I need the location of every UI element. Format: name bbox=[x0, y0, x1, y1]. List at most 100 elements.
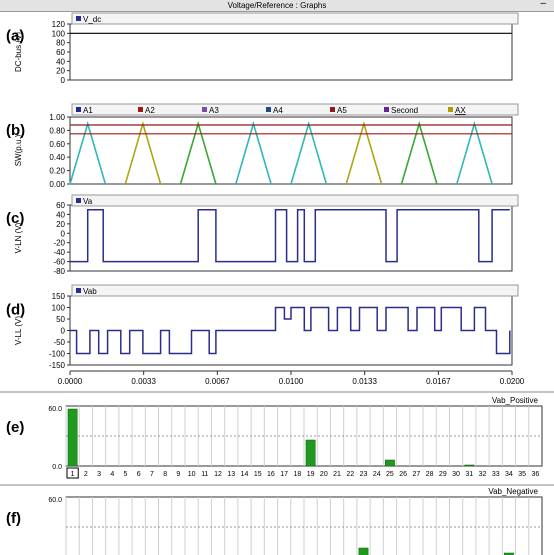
carrier-triangle bbox=[69, 120, 107, 185]
panel-b-y-tick-label: 0.60 bbox=[49, 140, 65, 149]
panel-e-bar bbox=[385, 459, 395, 467]
panel-d-y-tick-label: 100 bbox=[52, 304, 66, 313]
legend-entry: A3 bbox=[209, 106, 219, 115]
panel-e-category-label: 34 bbox=[505, 471, 513, 478]
panel-e-bar bbox=[305, 439, 316, 467]
legend-entry: Vab bbox=[83, 287, 97, 296]
panel-c-y-tick-label: -80 bbox=[53, 267, 65, 276]
panel-e-category-label: 27 bbox=[412, 471, 420, 478]
panel-e-bar bbox=[67, 408, 78, 467]
panel-a-y-tick-label: 100 bbox=[52, 29, 66, 38]
panel-b-y-label: SW(p.u.) bbox=[14, 134, 23, 166]
window-title-bar: Voltage/Reference : Graphs – bbox=[0, 0, 554, 12]
panel-f-y-tick-label: 60.0 bbox=[48, 497, 62, 504]
legend-swatch bbox=[76, 16, 81, 21]
legend-box bbox=[71, 12, 519, 25]
panel-b-y-tick-label: 0.00 bbox=[49, 180, 65, 189]
time-axis-tick-label: 0.0167 bbox=[426, 377, 451, 386]
panel-e-category-label: 12 bbox=[214, 471, 222, 478]
panel-d-y-tick-label: -100 bbox=[49, 350, 66, 359]
panel-e-category-label: 22 bbox=[346, 471, 354, 478]
time-axis-tick-label: 0.0133 bbox=[352, 377, 377, 386]
panel-c-label: (c) bbox=[6, 210, 24, 227]
panel-e-category-label: 17 bbox=[280, 471, 288, 478]
legend-box bbox=[71, 103, 519, 116]
panel-d-y-tick-label: 0 bbox=[61, 327, 66, 336]
series-vab-line bbox=[70, 306, 511, 355]
minimize-icon[interactable]: – bbox=[540, 0, 546, 9]
panel-f-title: Vab_Negative bbox=[488, 487, 538, 496]
panel-a-label: (a) bbox=[6, 27, 24, 44]
panel-a-y-tick-label: 0 bbox=[61, 76, 66, 85]
legend-entry: V_dc bbox=[83, 15, 101, 24]
panel-d-label: (d) bbox=[6, 301, 25, 318]
panel-e-category-label: 11 bbox=[201, 471, 208, 478]
panel-e-category-label: 1 bbox=[71, 471, 75, 478]
panel-e-label: (e) bbox=[6, 419, 24, 436]
panel-e-category-label: 21 bbox=[333, 471, 341, 478]
panel-e-selected-category-box bbox=[66, 467, 79, 479]
series-va-line bbox=[70, 208, 510, 263]
panel-e-category-label: 23 bbox=[360, 471, 368, 478]
panel-e-title: Vab_Positive bbox=[492, 396, 539, 405]
panel-e-category-label: 35 bbox=[518, 471, 526, 478]
panel-e-category-label: 28 bbox=[426, 471, 434, 478]
panel-f-bar bbox=[358, 547, 369, 555]
panel-c-plot-area bbox=[69, 204, 513, 272]
panel-e-category-label: 10 bbox=[188, 471, 196, 478]
panel-b-plot-area bbox=[69, 116, 513, 185]
panel-e-category-label: 20 bbox=[320, 471, 328, 478]
carrier-triangle bbox=[400, 120, 438, 185]
legend-entry: A4 bbox=[273, 106, 283, 115]
legend-entry: A1 bbox=[83, 106, 93, 115]
legend-swatch bbox=[202, 107, 207, 112]
panel-e-category-label: 31 bbox=[465, 471, 473, 478]
panel-a-y-tick-label: 40 bbox=[56, 57, 65, 66]
carrier-triangle bbox=[345, 120, 383, 185]
panel-e-category-label: 15 bbox=[254, 471, 262, 478]
panel-e-category-label: 9 bbox=[176, 471, 180, 478]
panel-e-y-tick-label: 60.0 bbox=[48, 406, 62, 413]
panel-e-category-label: 33 bbox=[492, 471, 500, 478]
legend-swatch bbox=[330, 107, 335, 112]
panel-e-category-label: 16 bbox=[267, 471, 275, 478]
panel-e-category-label: 13 bbox=[227, 471, 235, 478]
legend-swatch bbox=[76, 288, 81, 293]
panel-e-category-label: 5 bbox=[124, 471, 128, 478]
panel-d-y-tick-label: 150 bbox=[52, 292, 66, 301]
time-axis-tick-label: 0.0067 bbox=[205, 377, 230, 386]
legend-swatch bbox=[384, 107, 389, 112]
panel-c-y-tick-label: 0 bbox=[61, 229, 66, 238]
legend-swatch bbox=[76, 107, 81, 112]
panel-e-bar bbox=[464, 464, 475, 467]
panel-a-y-tick-label: 120 bbox=[52, 20, 66, 29]
panel-c-y-tick-label: -20 bbox=[53, 239, 65, 248]
legend-swatch bbox=[76, 198, 81, 203]
panel-e-y-tick-label: 0.0 bbox=[52, 464, 62, 471]
panel-b-label: (b) bbox=[6, 122, 25, 139]
carrier-triangle bbox=[179, 120, 217, 185]
panel-c-y-tick-label: 40 bbox=[56, 210, 65, 219]
panel-a-y-tick-label: 20 bbox=[56, 67, 65, 76]
panel-e-category-label: 7 bbox=[150, 471, 154, 478]
legend-box bbox=[71, 284, 519, 297]
legend-entry: A5 bbox=[337, 106, 347, 115]
panel-d-y-label: V-LL (V) bbox=[14, 316, 23, 345]
panel-e-category-label: 19 bbox=[307, 471, 315, 478]
legend-entry: AX bbox=[455, 106, 466, 115]
panel-c-y-tick-label: -60 bbox=[53, 258, 65, 267]
panel-d-y-tick-label: -50 bbox=[53, 338, 65, 347]
panel-e-category-label: 4 bbox=[110, 471, 114, 478]
time-axis-tick-label: 0.0100 bbox=[279, 377, 304, 386]
panel-b-y-tick-label: 1.00 bbox=[49, 113, 65, 122]
carrier-triangle bbox=[235, 120, 272, 185]
panel-e-category-label: 26 bbox=[399, 471, 407, 478]
panel-e-category-label: 32 bbox=[479, 471, 487, 478]
panel-a-y-tick-label: 80 bbox=[56, 39, 65, 48]
panel-b-y-tick-label: 0.20 bbox=[49, 167, 65, 176]
panel-a-plot-area bbox=[69, 23, 513, 81]
time-axis-tick-label: 0.0033 bbox=[131, 377, 156, 386]
panel-d-y-tick-label: 50 bbox=[56, 315, 65, 324]
